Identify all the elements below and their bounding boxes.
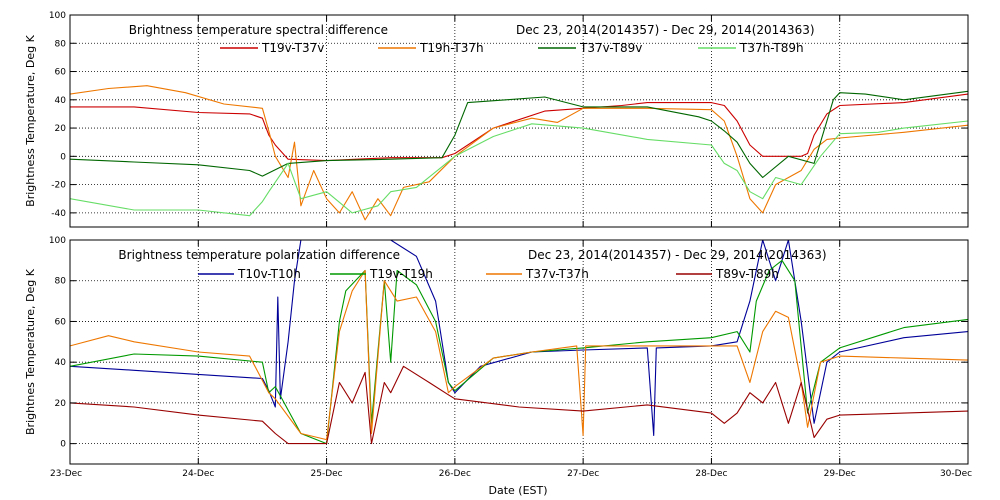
- legend-label: T37v-T89v: [579, 41, 642, 55]
- series-line-t37v-t37h: [70, 269, 968, 441]
- date-range: Dec 23, 2014(2014357) - Dec 29, 2014(201…: [516, 23, 815, 37]
- chart-title: Brightness temperature polarization diff…: [118, 248, 400, 262]
- plot-frame: [69, 14, 969, 228]
- x-tick-label: 23-Dec: [50, 469, 82, 479]
- y-tick-label: 20: [55, 399, 67, 409]
- y-tick-label: 100: [49, 236, 66, 246]
- y-tick-label: 40: [55, 96, 67, 106]
- legend-label: T37v-T37h: [525, 267, 589, 281]
- x-tick-label: 24-Dec: [182, 469, 214, 479]
- y-tick-label: 80: [55, 277, 67, 287]
- chart-title: Brightness temperature spectral differen…: [129, 23, 388, 37]
- series-line-t10v-t10h: [70, 240, 968, 437]
- series-line-t19v-t37v: [70, 93, 968, 162]
- x-tick-label: 26-Dec: [439, 469, 471, 479]
- x-axis-label: Date (EST): [488, 484, 547, 497]
- series-line-t19v-t19h: [70, 259, 968, 445]
- y-tick-label: -40: [51, 209, 66, 219]
- series-line-t37v-t89v: [70, 90, 968, 179]
- y-tick-label: 60: [55, 317, 67, 327]
- x-tick-label: 27-Dec: [567, 469, 599, 479]
- series-line-t19h-t37h: [70, 85, 968, 221]
- y-tick-label: 0: [60, 440, 66, 450]
- legend-label: T19v-T37v: [261, 41, 324, 55]
- y-axis-label: Brightness Temperature, Deg K: [24, 34, 37, 206]
- y-tick-label: 20: [55, 124, 67, 134]
- x-tick-label: 25-Dec: [311, 469, 343, 479]
- legend-label: T19v-T19h: [369, 267, 433, 281]
- plot-frame: [69, 239, 969, 465]
- y-tick-label: -20: [51, 181, 66, 191]
- y-tick-label: 80: [55, 39, 67, 49]
- y-tick-label: 100: [49, 11, 66, 21]
- legend-label: T10v-T10h: [237, 267, 301, 281]
- x-tick-label: 28-Dec: [695, 469, 727, 479]
- series-line-t89v-t89h: [70, 365, 968, 445]
- x-tick-label: 29-Dec: [824, 469, 856, 479]
- series-line-t37h-t89h: [70, 120, 968, 217]
- top-panel: -40 -20 0 20 40 60 80 100 Brightness Temperature…: [24, 11, 969, 228]
- y-tick-label: 40: [55, 358, 67, 368]
- legend-label: T19h-T37h: [419, 41, 484, 55]
- y-axis-label: Brightnes Temperature, Deg K: [24, 268, 37, 435]
- legend-label: T89v-T89h: [715, 267, 779, 281]
- bottom-panel: 0 20 40 60 80 100 23-Dec 24-Dec 25-Dec 26-Dec 27-D…: [24, 236, 972, 479]
- y-tick-label: 60: [55, 68, 67, 78]
- y-tick-label: 0: [60, 152, 66, 162]
- date-range: Dec 23, 2014(2014357) - Dec 29, 2014(201…: [528, 248, 827, 262]
- x-tick-label: 30-Dec: [940, 469, 972, 479]
- legend-label: T37h-T89h: [739, 41, 804, 55]
